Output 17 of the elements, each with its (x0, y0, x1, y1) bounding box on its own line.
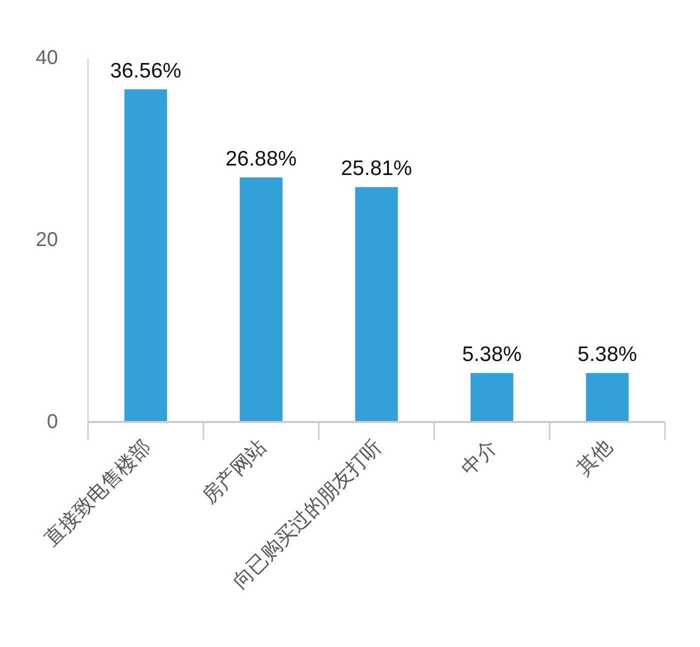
x-tick-label: 房产网站 (198, 436, 271, 508)
data-label: 25.81% (340, 157, 412, 180)
y-tick-label: 20 (36, 229, 58, 251)
data-label: 5.38% (462, 343, 522, 366)
data-label: 36.56% (110, 59, 182, 82)
bar (124, 89, 168, 422)
bar (586, 373, 629, 422)
bar (240, 177, 282, 422)
data-label: 26.88% (225, 147, 297, 170)
y-tick-label: 40 (36, 47, 58, 69)
x-tick-label: 其他 (572, 436, 617, 480)
data-label: 5.38% (578, 343, 638, 366)
x-tick-label: 中介 (458, 436, 502, 480)
y-tick-label: 0 (46, 411, 58, 433)
bar (470, 373, 514, 422)
x-tick-label: 直接致电售楼部 (40, 436, 156, 551)
bar (355, 187, 398, 422)
